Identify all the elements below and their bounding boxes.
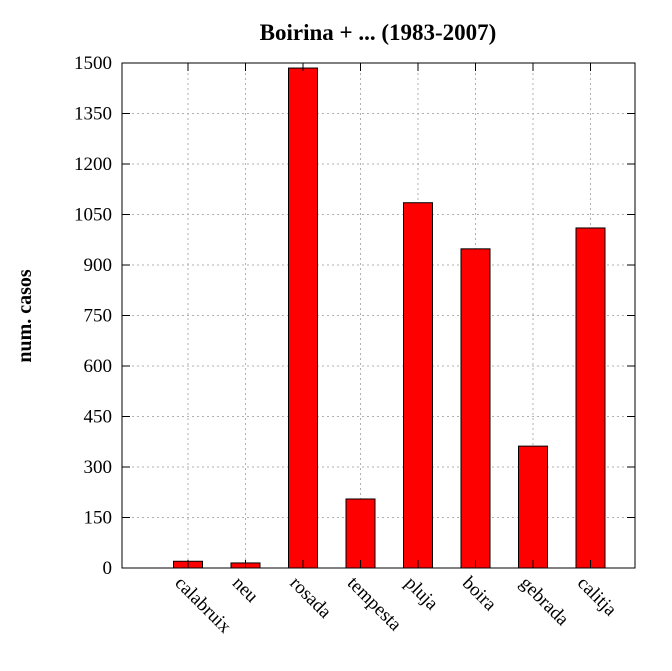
x-tick-label: calabruix xyxy=(170,573,235,638)
y-tick-label: 750 xyxy=(84,306,113,327)
y-tick-label: 1200 xyxy=(74,154,112,175)
y-tick-label: 150 xyxy=(84,508,113,529)
x-tick-label: neu xyxy=(228,573,263,608)
y-tick-labels: 0 150 300 450 600 750 900 1050 1200 1350 1500 xyxy=(74,53,112,579)
y-tick-label: 600 xyxy=(84,356,113,377)
bar-calitja xyxy=(575,227,606,569)
axis-ticks xyxy=(122,62,635,569)
grid-lines xyxy=(122,63,635,568)
x-tick-label: calitja xyxy=(573,573,621,621)
x-tick-label: tempesta xyxy=(343,573,406,636)
bar-rosada xyxy=(288,67,318,569)
x-tick-label: pluja xyxy=(400,573,442,615)
bar-tempesta xyxy=(345,498,376,569)
y-tick-label: 450 xyxy=(84,407,113,428)
bars xyxy=(173,67,606,569)
y-tick-label: 1050 xyxy=(74,205,112,226)
bar-gebrada xyxy=(518,445,548,569)
y-tick-label: 0 xyxy=(103,558,113,579)
bar-pluja xyxy=(403,202,433,569)
y-tick-label: 1500 xyxy=(74,53,112,74)
bar-boira xyxy=(460,248,491,569)
x-tick-label: gebrada xyxy=(515,573,573,631)
y-tick-label: 300 xyxy=(84,457,113,478)
y-tick-label: 1350 xyxy=(74,104,112,125)
x-tick-label: rosada xyxy=(285,573,335,623)
y-tick-label: 900 xyxy=(84,255,113,276)
chart-title: Boirina + ... (1983-2007) xyxy=(260,20,497,45)
x-tick-label: boira xyxy=(458,573,501,616)
y-axis-label: num. casos xyxy=(14,269,36,363)
